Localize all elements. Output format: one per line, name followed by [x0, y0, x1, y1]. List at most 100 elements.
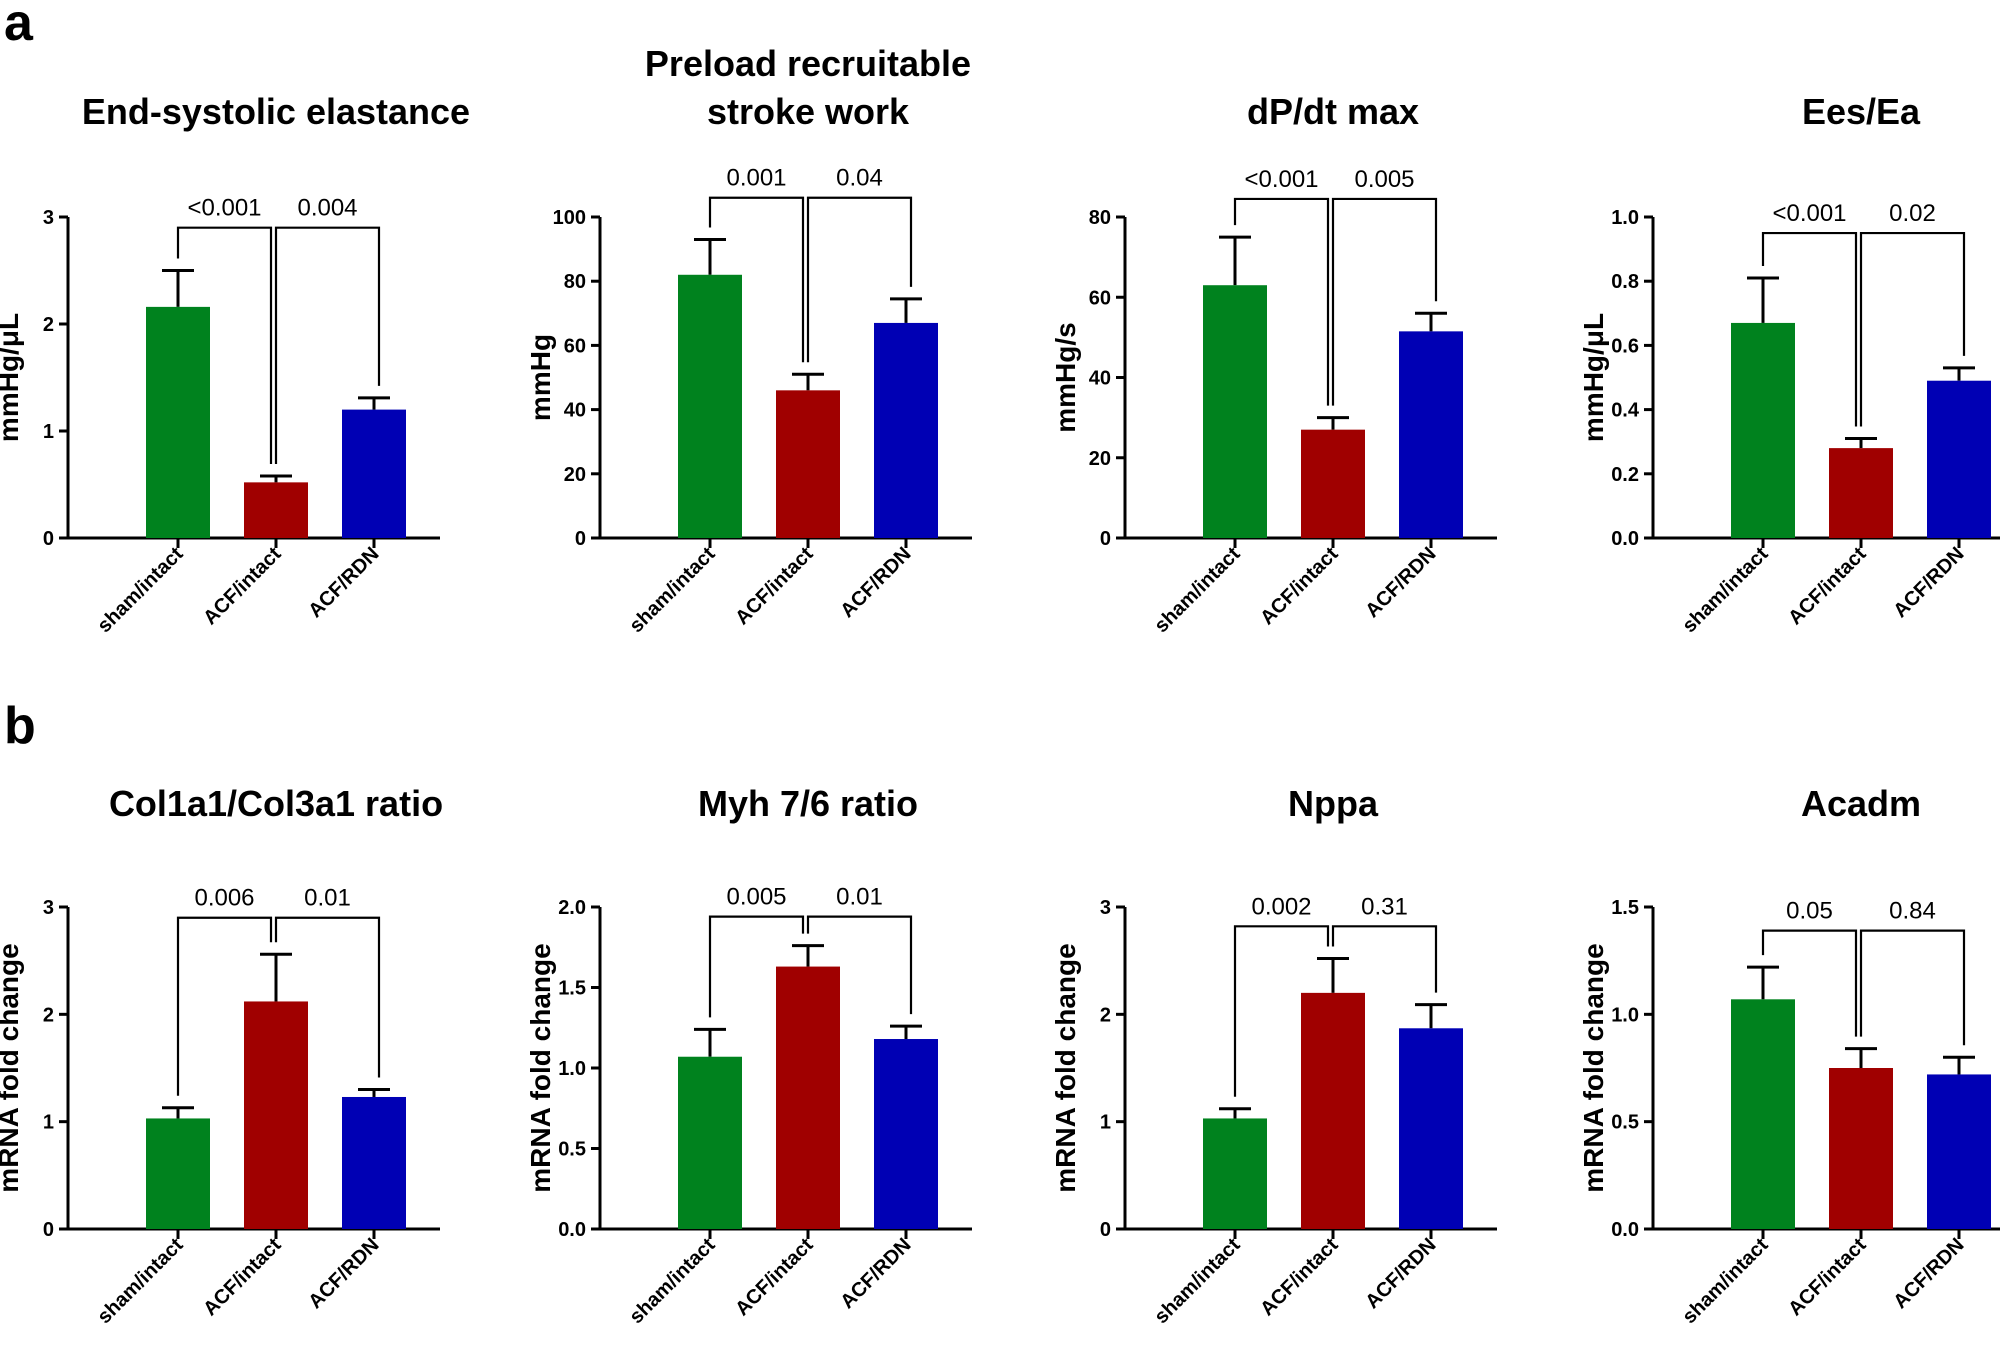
y-tick-label: 100: [553, 207, 586, 229]
significance-bracket: [274, 916, 381, 1078]
y-tick-label: 1: [43, 1112, 54, 1134]
chart-title-col1a1-col3a1-ratio: Col1a1/Col3a1 ratio: [109, 783, 443, 824]
bar-acf-rdn: [1399, 1028, 1463, 1229]
y-tick-label: 1.0: [1611, 207, 1639, 229]
bar-acf-intact: [776, 390, 840, 538]
x-tick-label-acf-rdn: ACF/RDN: [1889, 1234, 1968, 1313]
p-value-label: 0.004: [297, 195, 357, 222]
y-tick-label: 0.2: [1611, 464, 1639, 486]
significance-bracket: [176, 226, 273, 464]
y-tick-label: 1: [1100, 1112, 1111, 1134]
x-tick-label-sham-intact: sham/intact: [1678, 1234, 1772, 1328]
y-tick-label: 0: [1100, 528, 1111, 550]
bar-sham-intact: [1731, 322, 1795, 538]
significance-bracket: [708, 915, 805, 1018]
x-tick-label-acf-intact: ACF/intact: [199, 1234, 286, 1321]
y-tick-label: 0: [43, 1219, 54, 1241]
significance-bracket: [176, 916, 273, 1096]
y-tick-label: 0.6: [1611, 335, 1639, 357]
p-value-label: 0.05: [1786, 898, 1833, 925]
bar-acf-intact: [1829, 1068, 1893, 1229]
y-tick-label: 1.5: [558, 978, 586, 1000]
significance-bracket: [1233, 925, 1330, 1097]
x-tick-label-acf-intact: ACF/intact: [731, 1234, 818, 1321]
p-value-label: 0.01: [304, 885, 351, 912]
x-tick-label-sham-intact: sham/intact: [1678, 543, 1772, 637]
bar-acf-rdn: [874, 322, 938, 538]
y-tick-label: 1.5: [1611, 897, 1639, 919]
chart-8: Acadm mRNA fold change 0.0 0.5 1.0 1.5 sham/in…: [1578, 783, 2000, 1328]
x-tick-label-acf-rdn: ACF/RDN: [1889, 543, 1968, 622]
y-tick-label: 40: [1089, 368, 1111, 390]
bar-sham-intact: [146, 306, 210, 538]
p-value-label: 0.31: [1361, 893, 1408, 920]
y-tick-label: 0.0: [1611, 1219, 1639, 1241]
chart-2: Preload recruitable stroke work mmHg 0 20 40 6…: [525, 43, 972, 637]
chart-3: dP/dt max mmHg/s 0 20 40 60 80 sham/intact ACF/i…: [1050, 91, 1497, 637]
y-tick-label: 40: [564, 400, 586, 422]
bar-acf-intact: [244, 482, 308, 538]
y-tick-label: 0.5: [1611, 1112, 1639, 1134]
significance-bracket: [806, 915, 913, 1015]
significance-bracket: [1331, 197, 1438, 406]
bar-acf-intact: [1301, 992, 1365, 1229]
bar-acf-intact: [244, 1001, 308, 1229]
y-tick-label: 1.0: [1611, 1004, 1639, 1026]
bar-acf-rdn: [342, 1096, 406, 1229]
significance-bracket: [1331, 925, 1438, 993]
chart-title-dp-dt-max: dP/dt max: [1247, 91, 1419, 132]
bar-sham-intact: [678, 1056, 742, 1229]
chart-title-myh-7-6-ratio: Myh 7/6 ratio: [698, 783, 918, 824]
x-tick-label-sham-intact: sham/intact: [93, 543, 187, 637]
y-tick-label: 0: [575, 528, 586, 550]
y-tick-label: 0.0: [558, 1219, 586, 1241]
y-axis-label: mmHg: [525, 334, 556, 421]
x-tick-label-acf-intact: ACF/intact: [1784, 543, 1871, 630]
x-tick-label-sham-intact: sham/intact: [625, 543, 719, 637]
y-tick-label: 2: [43, 314, 54, 336]
y-tick-label: 60: [564, 335, 586, 357]
significance-bracket: [1761, 231, 1858, 427]
p-value-label: 0.01: [836, 884, 883, 911]
x-tick-label-acf-rdn: ACF/RDN: [1361, 1234, 1440, 1313]
bar-acf-rdn: [342, 409, 406, 538]
p-value-label: 0.001: [726, 165, 786, 192]
y-tick-label: 0.0: [1611, 528, 1639, 550]
chart-title-preload-recruitable-stroke-work: stroke work: [707, 91, 910, 132]
y-axis-label: mRNA fold change: [1050, 943, 1081, 1192]
bar-sham-intact: [678, 274, 742, 538]
y-tick-label: 60: [1089, 287, 1111, 309]
chart-1: End-systolic elastance mmHg/μL 0 1 2 3 sham/in…: [0, 91, 470, 637]
chart-title-nppa: Nppa: [1288, 783, 1379, 824]
x-tick-label-acf-rdn: ACF/RDN: [836, 1234, 915, 1313]
significance-bracket: [1859, 929, 1966, 1046]
p-value-label: 0.006: [194, 885, 254, 912]
p-value-label: 0.04: [836, 165, 883, 192]
significance-bracket: [806, 196, 913, 363]
y-tick-label: 0: [43, 528, 54, 550]
p-value-label: 0.02: [1889, 200, 1936, 227]
bar-sham-intact: [1203, 285, 1267, 538]
x-tick-label-acf-intact: ACF/intact: [1256, 543, 1343, 630]
bar-sham-intact: [146, 1118, 210, 1229]
y-tick-label: 2.0: [558, 897, 586, 919]
y-axis-label: mRNA fold change: [0, 943, 24, 1192]
y-axis-label: mmHg/μL: [0, 313, 24, 442]
y-tick-label: 3: [43, 897, 54, 919]
p-value-label: <0.001: [1772, 200, 1846, 227]
p-value-label: 0.84: [1889, 898, 1936, 925]
p-value-label: <0.001: [187, 195, 261, 222]
chart-title-preload-recruitable-stroke-work: Preload recruitable: [645, 43, 971, 84]
x-tick-label-acf-rdn: ACF/RDN: [836, 543, 915, 622]
p-value-label: 0.005: [726, 884, 786, 911]
x-tick-label-acf-intact: ACF/intact: [731, 543, 818, 630]
panel-label-a: a: [4, 0, 34, 52]
x-tick-label-acf-rdn: ACF/RDN: [304, 543, 383, 622]
x-tick-label-sham-intact: sham/intact: [625, 1234, 719, 1328]
y-tick-label: 0.8: [1611, 271, 1639, 293]
y-axis-label: mmHg/μL: [1578, 313, 1609, 442]
significance-bracket: [708, 196, 805, 363]
bar-acf-rdn: [1927, 380, 1991, 538]
bar-acf-intact: [776, 966, 840, 1229]
